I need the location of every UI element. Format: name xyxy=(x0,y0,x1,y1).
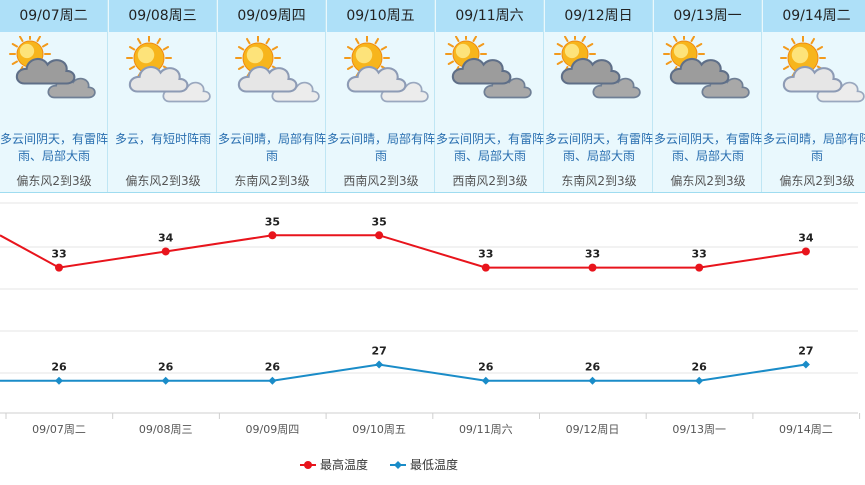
weather-description: 多云，有短时阵雨 xyxy=(114,132,211,146)
data-point-low xyxy=(268,376,277,385)
wind-info: 偏东风2到3级 xyxy=(670,174,746,188)
cloudy-sun-icon xyxy=(554,36,641,99)
legend-low-label: 最低温度 xyxy=(410,458,459,472)
data-point-low xyxy=(375,360,384,369)
temperature-chart: 09/07周二 09/08周三 09/09周四 09/10周五 09/11周六 09/12… xyxy=(0,202,861,436)
data-label-high: 33 xyxy=(478,248,493,261)
wind-info: 东南风2到3级 xyxy=(561,174,637,188)
wind-info: 西南风2到3级 xyxy=(343,174,419,188)
day-date: 09/07周二 xyxy=(0,0,107,32)
day-column[interactable]: 09/11周六 多云间阴天，有雷阵雨、局部大雨西南风2到3级 xyxy=(436,0,544,192)
x-tick-label: 09/14周二 xyxy=(779,423,833,436)
wind-info: 偏东风2到3级 xyxy=(779,174,855,188)
data-label-high: 34 xyxy=(158,231,174,244)
day-column[interactable]: 09/12周日 多云间阴天，有雷阵雨、局部大雨东南风2到3级 xyxy=(545,0,653,192)
day-date: 09/10周五 xyxy=(327,0,434,32)
data-label-low: 26 xyxy=(265,361,281,374)
day-date: 09/12周日 xyxy=(545,0,652,32)
data-point-low xyxy=(695,376,704,385)
data-point-high xyxy=(55,263,63,272)
data-label-low: 26 xyxy=(692,361,708,374)
day-date: 09/08周三 xyxy=(109,0,216,32)
day-date: 09/11周六 xyxy=(436,0,543,32)
legend-high-label: 最高温度 xyxy=(320,458,369,472)
cloudy-sun-icon xyxy=(445,36,532,99)
weather-description: 多云间晴，局部有阵雨 xyxy=(218,132,327,163)
x-tick-label: 09/13周一 xyxy=(672,423,726,436)
data-label-high: 33 xyxy=(51,248,66,261)
partly-cloudy-icon xyxy=(235,36,320,103)
legend-low-marker xyxy=(390,460,406,469)
x-tick-label: 09/10周五 xyxy=(352,423,406,436)
data-label-high: 35 xyxy=(265,215,280,228)
data-label-low: 26 xyxy=(51,361,67,374)
day-date: 09/09周四 xyxy=(218,0,325,32)
day-column[interactable]: 09/14周二 多云间晴，局部有阵雨偏东风2到3级 xyxy=(763,0,865,192)
cloudy-sun-icon xyxy=(663,36,750,99)
day-column[interactable]: 09/09周四 多云间晴，局部有阵雨东南风2到3级 xyxy=(218,0,326,192)
data-point-high xyxy=(375,231,384,240)
data-label-low: 27 xyxy=(798,345,813,358)
legend-high[interactable]: 最高温度 xyxy=(300,456,368,473)
day-date: 09/13周一 xyxy=(654,0,761,32)
day-column[interactable]: 09/13周一 多云间阴天，有雷阵雨、局部大雨偏东风2到3级 xyxy=(654,0,762,192)
data-point-low xyxy=(801,360,810,369)
day-column[interactable]: 09/08周三 多云，有短时阵雨 偏东风2到3级 xyxy=(109,0,217,192)
day-column[interactable]: 09/07周二 多云间阴天，有雷阵雨、局部大雨偏东风2到3级 xyxy=(0,0,108,192)
data-point-low xyxy=(161,376,170,385)
day-column[interactable]: 09/10周五 多云间晴，局部有阵雨西南风2到3级 xyxy=(327,0,435,192)
data-point-high xyxy=(268,231,277,240)
day-date: 09/14周二 xyxy=(763,0,865,32)
weather-description: 多云间晴，局部有阵雨 xyxy=(327,132,436,163)
data-label-low: 27 xyxy=(371,345,386,358)
weather-description: 多云间阴天，有雷阵雨、局部大雨 xyxy=(654,132,763,163)
wind-info: 西南风2到3级 xyxy=(452,174,528,188)
data-label-high: 33 xyxy=(692,248,707,261)
data-label-high: 33 xyxy=(585,248,600,261)
data-label-low: 26 xyxy=(478,361,494,374)
data-label-low: 26 xyxy=(158,361,174,374)
partly-cloudy-icon xyxy=(126,36,211,103)
data-point-high xyxy=(695,263,704,272)
weather-description: 多云间阴天，有雷阵雨、局部大雨 xyxy=(545,132,654,163)
data-point-high xyxy=(801,247,810,256)
data-label-low: 26 xyxy=(585,361,601,374)
wind-info: 偏东风2到3级 xyxy=(16,174,92,188)
data-point-low xyxy=(481,376,490,385)
x-tick-label: 09/11周六 xyxy=(459,423,513,436)
series-line-high xyxy=(0,234,807,269)
weather-description: 多云间阴天，有雷阵雨、局部大雨 xyxy=(0,132,109,163)
x-tick-label: 09/08周三 xyxy=(139,423,193,436)
data-label-high: 34 xyxy=(798,231,814,244)
data-point-low xyxy=(588,376,597,385)
data-point-high xyxy=(481,263,490,272)
data-point-high xyxy=(588,263,597,272)
partly-cloudy-icon xyxy=(780,36,865,103)
weather-description: 多云间阴天，有雷阵雨、局部大雨 xyxy=(436,132,545,163)
x-tick-label: 09/09周四 xyxy=(246,423,300,436)
wind-info: 偏东风2到3级 xyxy=(125,174,201,188)
data-label-high: 35 xyxy=(371,215,386,228)
data-point-high xyxy=(161,247,170,256)
partly-cloudy-icon xyxy=(344,36,429,103)
legend-high-marker xyxy=(300,460,316,469)
weather-description: 多云间晴，局部有阵雨 xyxy=(763,132,865,163)
cloudy-sun-icon xyxy=(9,36,96,99)
forecast-panel: 09/07周二 多云间阴天，有雷阵雨、局部大雨 偏东风2到3级 09/08周三 多云… xyxy=(0,0,865,193)
x-tick-label: 09/12周日 xyxy=(566,423,620,436)
legend-low[interactable]: 最低温度 xyxy=(390,456,458,473)
data-point-low xyxy=(55,376,63,385)
x-tick-label: 09/07周二 xyxy=(32,423,86,436)
wind-info: 东南风2到3级 xyxy=(234,174,310,188)
